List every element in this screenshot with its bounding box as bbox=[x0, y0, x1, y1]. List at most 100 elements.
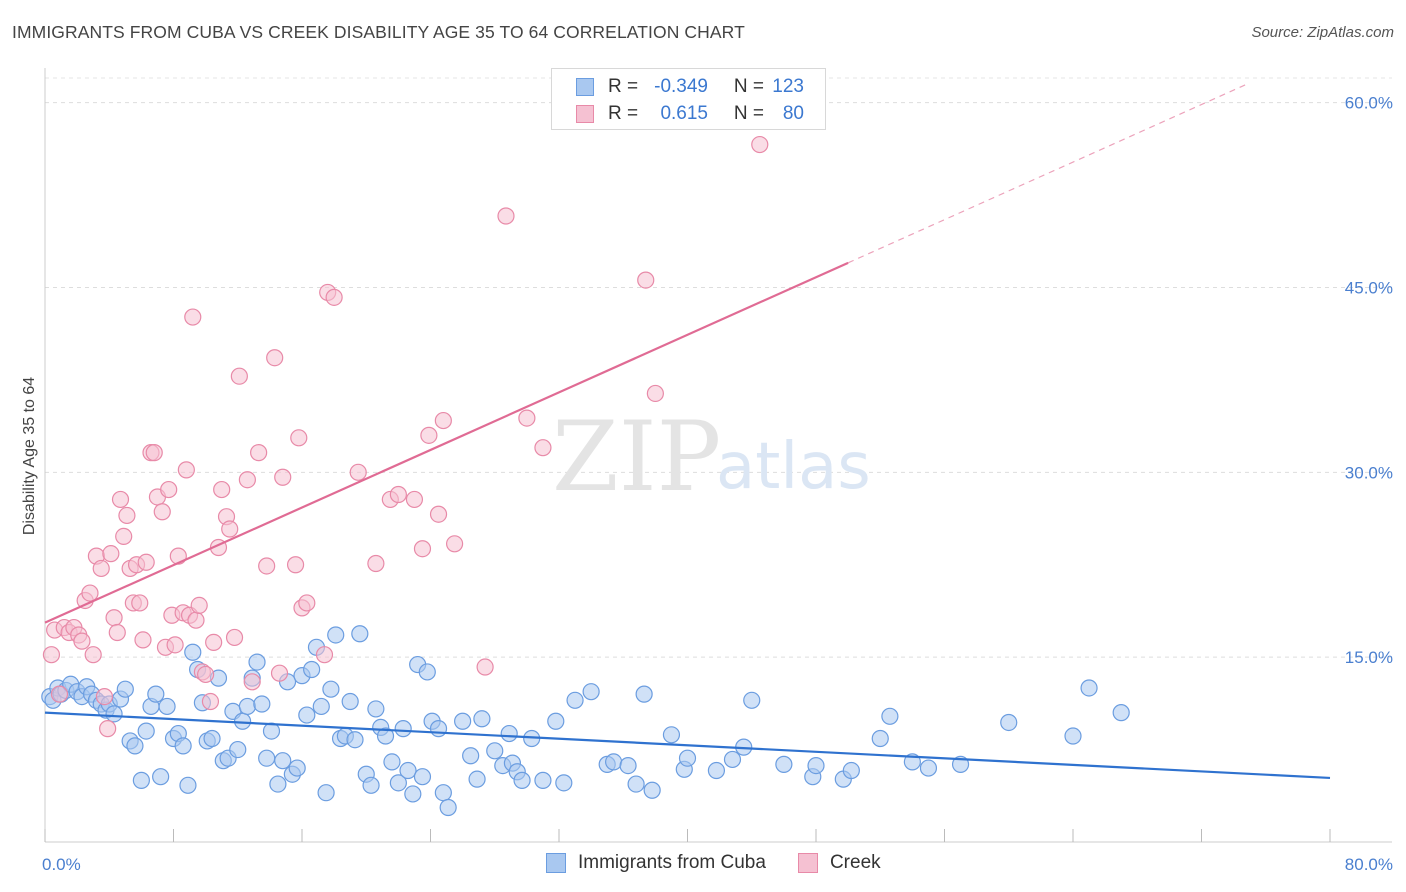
creek-point bbox=[102, 545, 120, 563]
legend-label-cuba: Immigrants from Cuba bbox=[578, 852, 766, 873]
cuba-point bbox=[303, 660, 321, 679]
chart-title: IMMIGRANTS FROM CUBA VS CREEK DISABILITY… bbox=[12, 22, 745, 42]
legend-r-value-creek: 0.615 bbox=[660, 103, 708, 124]
creek-point bbox=[405, 490, 424, 509]
cuba-point bbox=[462, 747, 480, 765]
cuba-point bbox=[473, 710, 491, 728]
legend-n-label: N = bbox=[733, 76, 764, 97]
creek-point bbox=[420, 426, 438, 444]
cuba-point bbox=[743, 691, 761, 709]
legend-n-label: N = bbox=[733, 103, 764, 124]
creek-point bbox=[99, 720, 117, 738]
cuba-point bbox=[389, 774, 407, 792]
cuba-point bbox=[394, 720, 412, 738]
creek-point bbox=[81, 584, 99, 602]
creek-point bbox=[429, 505, 448, 523]
creek-point bbox=[221, 520, 239, 538]
cuba-point bbox=[723, 750, 742, 769]
creek-point bbox=[213, 480, 231, 499]
cuba-point bbox=[678, 749, 697, 767]
creek-point bbox=[169, 547, 187, 565]
creek-point bbox=[286, 556, 305, 574]
cuba-point bbox=[1112, 704, 1130, 722]
creek-point bbox=[73, 632, 91, 650]
cuba-point bbox=[500, 724, 518, 743]
cuba-point bbox=[605, 753, 623, 771]
cuba-point bbox=[1064, 727, 1082, 745]
creek-trend-line-extension bbox=[847, 82, 1250, 264]
legend-swatch-creek bbox=[797, 853, 818, 873]
cuba-point bbox=[434, 784, 452, 802]
cuba-point bbox=[454, 712, 472, 730]
cuba-point bbox=[468, 770, 486, 788]
cuba-point bbox=[662, 726, 681, 744]
creek-point bbox=[115, 527, 133, 546]
creek-point bbox=[298, 594, 316, 612]
cuba-point bbox=[258, 749, 276, 767]
legend-item-cuba[interactable]: Immigrants from Cuba bbox=[546, 852, 766, 874]
x-tick-label: 0.0% bbox=[42, 855, 81, 874]
creek-point bbox=[349, 463, 367, 481]
creek-point bbox=[518, 409, 536, 427]
legend-row-cuba: R = -0.349 N = 123 bbox=[576, 75, 804, 99]
legend-swatch-creek bbox=[576, 105, 594, 123]
cuba-trend-line bbox=[44, 711, 1331, 780]
creek-point bbox=[266, 349, 284, 367]
creek-point bbox=[84, 646, 102, 664]
creek-point bbox=[187, 611, 205, 629]
watermark-zip: ZIP bbox=[552, 401, 721, 513]
creek-point bbox=[230, 367, 248, 385]
creek-point bbox=[145, 444, 163, 462]
creek-trend-line bbox=[44, 261, 849, 624]
creek-point bbox=[134, 631, 152, 649]
cuba-point bbox=[351, 625, 369, 643]
cuba-point bbox=[413, 768, 432, 786]
cuba-point bbox=[643, 781, 661, 799]
creek-point bbox=[201, 692, 220, 711]
cuba-point bbox=[429, 720, 448, 738]
cuba-point bbox=[534, 771, 552, 789]
creek-point bbox=[476, 658, 494, 676]
cuba-point bbox=[147, 685, 165, 703]
cuba-point bbox=[367, 700, 385, 718]
creek-point bbox=[497, 207, 515, 225]
cuba-point bbox=[513, 771, 531, 789]
cuba-point bbox=[269, 775, 287, 793]
creek-point bbox=[42, 646, 61, 664]
creek-point bbox=[118, 506, 136, 525]
cuba-point bbox=[116, 680, 134, 698]
creek-point bbox=[367, 554, 385, 573]
cuba-point bbox=[842, 761, 860, 780]
creek-point bbox=[270, 664, 289, 682]
creek-point bbox=[190, 596, 208, 615]
creek-point bbox=[325, 288, 343, 306]
trend-lines bbox=[44, 82, 1331, 780]
cuba-point bbox=[439, 798, 457, 817]
cuba-point bbox=[288, 759, 306, 777]
creek-point bbox=[274, 468, 292, 486]
y-tick-label: 60.0% bbox=[1345, 94, 1393, 113]
series-legend: Immigrants from Cuba Creek bbox=[546, 852, 913, 874]
source-attribution: Source: ZipAtlas.com bbox=[1251, 24, 1394, 41]
cuba-point bbox=[126, 737, 144, 755]
y-axis-title: Disability Age 35 to 64 bbox=[21, 377, 38, 535]
creek-point bbox=[95, 687, 114, 706]
cuba-point bbox=[566, 691, 584, 709]
cuba-point bbox=[619, 756, 637, 775]
legend-item-creek[interactable]: Creek bbox=[797, 852, 881, 874]
creek-point bbox=[105, 609, 123, 627]
cuba-point bbox=[341, 692, 359, 711]
cuba-point bbox=[486, 742, 504, 760]
stats-legend: R = -0.349 N = 123 R = 0.615 N = 80 bbox=[551, 68, 826, 130]
creek-point bbox=[166, 636, 184, 654]
creek-point bbox=[225, 628, 244, 647]
cuba-point bbox=[555, 774, 573, 792]
creek-point bbox=[751, 135, 769, 154]
cuba-point bbox=[174, 737, 192, 755]
legend-r-label: R = bbox=[608, 103, 639, 124]
tick-labels: 15.0% 30.0% 45.0% 60.0% 0.0% 80.0% bbox=[42, 94, 1393, 874]
legend-r-value-cuba: -0.349 bbox=[654, 76, 708, 97]
creek-point bbox=[153, 503, 171, 521]
cuba-point bbox=[137, 722, 155, 740]
cuba-point bbox=[871, 729, 889, 748]
